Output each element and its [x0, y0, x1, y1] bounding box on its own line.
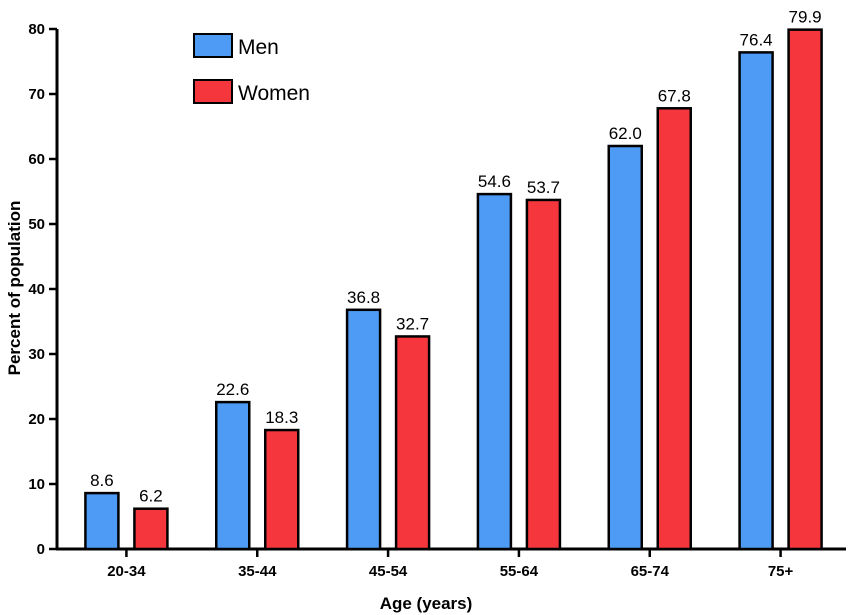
data-label: 79.9 — [789, 8, 822, 27]
legend-swatch-men — [193, 33, 233, 58]
bar-men-35-44 — [215, 400, 251, 551]
x-axis-title: Age (years) — [380, 594, 473, 613]
y-tick-label: 30 — [28, 346, 45, 363]
y-tick-label: 0 — [37, 541, 45, 558]
y-tick-label: 70 — [28, 86, 45, 103]
x-tick-label: 35-44 — [238, 563, 277, 580]
data-label: 54.6 — [478, 172, 511, 191]
bar-women-55-64 — [525, 198, 562, 551]
y-tick-label: 80 — [28, 21, 45, 38]
bar-women-35-44 — [264, 428, 300, 551]
y-tick-label: 40 — [28, 281, 45, 298]
x-tick-label: 55-64 — [500, 563, 539, 580]
data-label: 6.2 — [139, 487, 163, 506]
bar-men-75+ — [738, 51, 774, 551]
y-tick-label: 60 — [28, 151, 45, 168]
legend: Men Women — [193, 33, 310, 105]
data-label: 32.7 — [396, 314, 429, 333]
bar-women-20-34 — [133, 507, 169, 551]
y-axis-title: Percent of population — [5, 201, 24, 376]
data-label: 67.8 — [658, 86, 691, 105]
x-tick-label: 65-74 — [631, 563, 670, 580]
y-tick-label: 10 — [28, 476, 45, 493]
legend-label-women: Women — [238, 82, 310, 105]
data-label: 18.3 — [265, 408, 298, 427]
data-label: 36.8 — [347, 288, 380, 307]
y-tick-label: 20 — [28, 411, 45, 428]
bar-women-45-54 — [394, 335, 431, 551]
bar-women-65-74 — [656, 107, 692, 551]
data-label: 53.7 — [527, 178, 560, 197]
plot-area: 0 10 20 30 40 50 60 70 80 20-34 8.6 6.2 35-44 22.6 18.… — [28, 8, 846, 580]
data-label: 22.6 — [216, 380, 249, 399]
bar-men-45-54 — [345, 308, 382, 551]
bar-men-65-74 — [607, 144, 643, 551]
bar-men-55-64 — [476, 192, 513, 551]
y-tick-label: 50 — [28, 216, 45, 233]
data-label: 76.4 — [740, 30, 773, 49]
legend-swatch-women — [193, 79, 233, 104]
bar-women-75+ — [787, 28, 823, 551]
data-label: 8.6 — [90, 471, 114, 490]
x-tick-label: 75+ — [768, 563, 794, 580]
bar-men-20-34 — [84, 491, 120, 551]
x-tick-label: 45-54 — [369, 563, 408, 580]
data-label: 62.0 — [609, 124, 642, 143]
legend-label-men: Men — [238, 36, 279, 59]
x-tick-label: 20-34 — [107, 563, 146, 580]
